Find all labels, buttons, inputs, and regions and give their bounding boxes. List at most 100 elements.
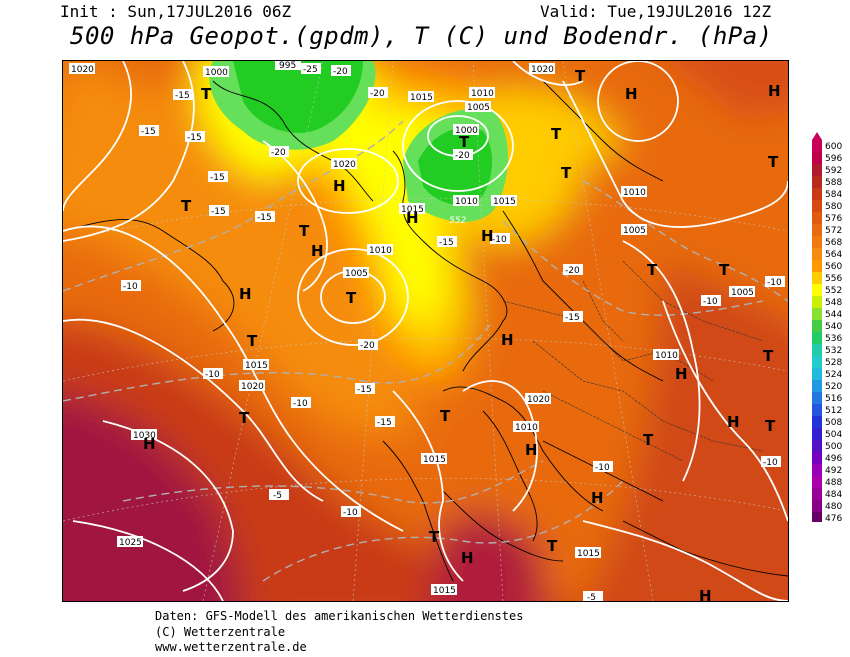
color-scale-svg: 600 596 592 588 584 580 576 572 568 564 560 556 552 5… bbox=[812, 132, 842, 532]
pressure-label: 1030 bbox=[133, 431, 156, 441]
isobars bbox=[63, 61, 788, 601]
high-marker: H bbox=[675, 365, 688, 383]
temp-label: -15 bbox=[439, 238, 454, 248]
pressure-label: 1010 bbox=[369, 246, 392, 256]
low-core-fill bbox=[209, 61, 508, 222]
temp-label: -10 bbox=[492, 235, 507, 245]
website: www.wetterzentrale.de bbox=[155, 640, 307, 654]
copyright: (C) Wetterzentrale bbox=[155, 625, 286, 639]
temp-label: -5 bbox=[273, 491, 282, 501]
scale-swatch bbox=[812, 140, 822, 152]
scale-swatch bbox=[812, 344, 822, 356]
temp-label: -10 bbox=[205, 370, 220, 380]
pressure-label: 1000 bbox=[205, 68, 228, 78]
map-title: 500 hPa Geopot.(gpdm), T (C) und Bodendr… bbox=[70, 22, 773, 50]
scale-label: 524 bbox=[825, 370, 842, 380]
scale-label: 484 bbox=[825, 490, 842, 500]
high-marker: H bbox=[481, 227, 494, 245]
data-source: Daten: GFS-Modell des amerikanischen Wet… bbox=[155, 609, 524, 623]
high-marker: H bbox=[727, 413, 740, 431]
scale-label: 584 bbox=[825, 190, 842, 200]
scale-swatch bbox=[812, 308, 822, 320]
scale-swatch bbox=[812, 464, 822, 476]
pressure-label: 1005 bbox=[623, 226, 646, 236]
scale-swatch bbox=[812, 404, 822, 416]
scale-swatch bbox=[812, 428, 822, 440]
scale-swatch bbox=[812, 164, 822, 176]
high-marker: H bbox=[461, 549, 474, 567]
pressure-label: 1010 bbox=[623, 188, 646, 198]
scale-swatch bbox=[812, 380, 822, 392]
scale-swatch bbox=[812, 440, 822, 452]
scale-label: 572 bbox=[825, 226, 842, 236]
low-marker: T bbox=[440, 407, 451, 425]
scale-swatch bbox=[812, 224, 822, 236]
temp-label: -20 bbox=[333, 67, 348, 77]
low-marker: T bbox=[763, 347, 774, 365]
temp-label: -15 bbox=[210, 173, 225, 183]
low-marker: T bbox=[765, 417, 776, 435]
scale-swatch bbox=[812, 500, 822, 512]
low-marker: T bbox=[429, 528, 440, 546]
scale-label: 504 bbox=[825, 430, 842, 440]
scale-swatch bbox=[812, 320, 822, 332]
scale-swatch bbox=[812, 488, 822, 500]
scale-label: 480 bbox=[825, 502, 842, 512]
low-marker: T bbox=[459, 133, 470, 151]
pressure-label: 1015 bbox=[433, 586, 456, 596]
pressure-label: 1015 bbox=[401, 205, 424, 215]
temp-label: -10 bbox=[595, 463, 610, 473]
pressure-label: 1015 bbox=[410, 93, 433, 103]
scale-swatch bbox=[812, 476, 822, 488]
low-marker: T bbox=[181, 197, 192, 215]
high-marker: H bbox=[501, 331, 514, 349]
pressure-label: 1020 bbox=[531, 65, 554, 75]
scale-swatch bbox=[812, 188, 822, 200]
scale-swatch bbox=[812, 284, 822, 296]
temp-label: -25 bbox=[303, 65, 318, 75]
temp-label: -15 bbox=[357, 385, 372, 395]
init-time: Init : Sun,17JUL2016 06Z bbox=[60, 2, 292, 21]
scale-label: 556 bbox=[825, 274, 842, 284]
pressure-label: 1010 bbox=[455, 197, 478, 207]
temp-label: -15 bbox=[175, 91, 190, 101]
high-marker: H bbox=[625, 85, 638, 103]
scale-label: 516 bbox=[825, 394, 842, 404]
pressure-label-group: 1020 1000 995 1015 1010 1005 1000 1020 1… bbox=[69, 61, 755, 596]
temp-label: -10 bbox=[293, 399, 308, 409]
scale-label: 564 bbox=[825, 250, 842, 260]
temp-label: -10 bbox=[343, 508, 358, 518]
temp-label: -15 bbox=[257, 213, 272, 223]
low-marker: T bbox=[299, 222, 310, 240]
pressure-label: 1005 bbox=[345, 269, 368, 279]
high-marker: H bbox=[699, 587, 712, 601]
pressure-label: 1005 bbox=[467, 103, 490, 113]
temp-label: -15 bbox=[187, 133, 202, 143]
borders bbox=[502, 260, 764, 462]
temp-label: -20 bbox=[360, 341, 375, 351]
scale-label: 496 bbox=[825, 454, 842, 464]
pressure-label: 1010 bbox=[515, 423, 538, 433]
high-marker: H bbox=[239, 285, 252, 303]
scale-label: 512 bbox=[825, 406, 842, 416]
scale-label: 580 bbox=[825, 202, 842, 212]
pressure-label: 995 bbox=[279, 61, 296, 71]
high-marker: H bbox=[525, 441, 538, 459]
scale-label: 568 bbox=[825, 238, 842, 248]
temp-label: -5 bbox=[587, 593, 596, 601]
low-marker: T bbox=[647, 261, 658, 279]
scale-swatch bbox=[812, 296, 822, 308]
low-marker: T bbox=[551, 125, 562, 143]
scale-label: 576 bbox=[825, 214, 842, 224]
temp-label: -10 bbox=[767, 278, 782, 288]
low-marker: T bbox=[346, 289, 357, 307]
high-marker: H bbox=[311, 242, 324, 260]
scale-swatch bbox=[812, 272, 822, 284]
temp-label: -20 bbox=[455, 151, 470, 161]
scale-label: 508 bbox=[825, 418, 842, 428]
pressure-label: 1010 bbox=[655, 351, 678, 361]
scale-label: 596 bbox=[825, 154, 842, 164]
pressure-label: 1000 bbox=[455, 126, 478, 136]
scale-label: 488 bbox=[825, 478, 842, 488]
scale-swatch bbox=[812, 368, 822, 380]
